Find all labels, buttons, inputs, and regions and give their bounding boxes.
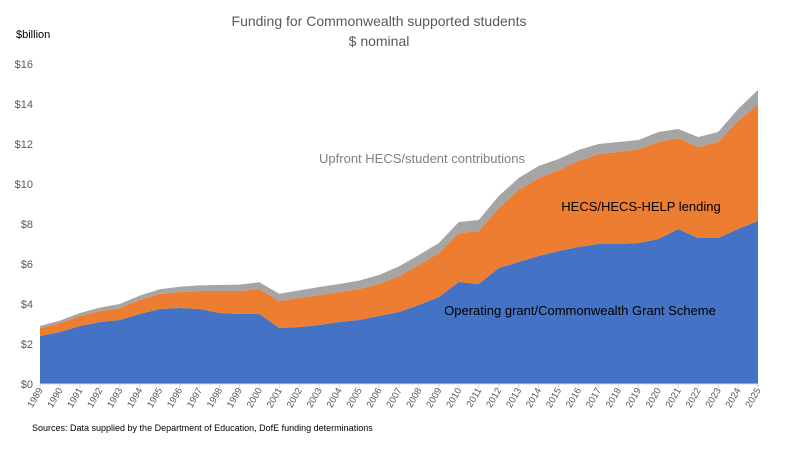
chart-title: Funding for Commonwealth supported stude… xyxy=(232,13,527,29)
x-tick-label: 2014 xyxy=(524,386,544,410)
y-tick-label: $12 xyxy=(15,139,33,151)
x-axis-ticks: 1989 1990 1991 1992 1993 1994 1995 1996 1997 1998… xyxy=(26,384,764,410)
x-tick-label: 1998 xyxy=(205,386,225,410)
x-tick-label: 2005 xyxy=(345,386,365,410)
chart-source-note: Sources: Data supplied by the Department… xyxy=(32,423,373,433)
x-tick-label: 2000 xyxy=(245,386,265,410)
x-tick-label: 2009 xyxy=(424,386,444,410)
series-label-contributions: Upfront HECS/student contributions xyxy=(319,151,525,166)
y-axis-ticks: $0 $2 $4 $6 $8 $10 $12 $14 $16 xyxy=(15,59,33,391)
x-tick-label: 2021 xyxy=(664,386,684,410)
x-tick-label: 2023 xyxy=(704,386,724,410)
y-tick-label: $14 xyxy=(15,99,33,111)
area-series-1 xyxy=(40,104,758,336)
x-tick-label: 1992 xyxy=(85,386,105,410)
x-tick-label: 2008 xyxy=(404,386,424,410)
x-tick-label: 1997 xyxy=(185,386,205,410)
x-tick-label: 1991 xyxy=(65,386,85,410)
x-tick-label: 2017 xyxy=(584,386,604,410)
plot-areas xyxy=(40,90,758,384)
x-tick-label: 2018 xyxy=(604,386,624,410)
x-tick-label: 2011 xyxy=(465,386,485,409)
x-tick-label: 2015 xyxy=(544,386,564,410)
x-tick-label: 2006 xyxy=(365,386,385,410)
y-tick-label: $10 xyxy=(15,179,33,191)
x-tick-label: 1993 xyxy=(105,386,125,410)
x-tick-label: 2024 xyxy=(724,386,744,410)
y-tick-label: $8 xyxy=(21,219,33,231)
y-tick-label: $2 xyxy=(21,339,33,351)
series-label-hecs-lending: HECS/HECS-HELP lending xyxy=(561,199,720,214)
x-tick-label: 1996 xyxy=(165,386,185,410)
x-tick-label: 2004 xyxy=(325,386,345,410)
x-tick-label: 2019 xyxy=(624,386,644,410)
y-tick-label: $6 xyxy=(21,259,33,271)
area-series-0 xyxy=(40,221,758,384)
x-tick-label: 2025 xyxy=(744,386,764,410)
x-tick-label: 2016 xyxy=(564,386,584,410)
x-tick-label: 2007 xyxy=(385,386,405,410)
x-tick-label: 2013 xyxy=(504,386,524,410)
x-tick-label: 2001 xyxy=(265,386,285,410)
y-tick-label: $4 xyxy=(21,299,33,311)
x-tick-label: 2020 xyxy=(644,386,664,410)
y-axis-label: $billion xyxy=(16,29,50,41)
x-tick-label: 1994 xyxy=(125,386,145,410)
x-tick-label: 1990 xyxy=(45,386,65,410)
x-tick-label: 2003 xyxy=(305,386,325,410)
y-tick-label: $0 xyxy=(21,379,33,391)
y-tick-label: $16 xyxy=(15,59,33,71)
x-tick-label: 2012 xyxy=(484,386,504,410)
x-tick-label: 2022 xyxy=(684,386,704,410)
x-tick-label: 1995 xyxy=(145,386,165,410)
chart-subtitle: $ nominal xyxy=(349,33,410,49)
x-tick-label: 1999 xyxy=(225,386,245,410)
x-tick-label: 2010 xyxy=(444,386,464,410)
x-tick-label: 2002 xyxy=(285,386,305,410)
series-label-operating-grant: Operating grant/Commonwealth Grant Schem… xyxy=(444,303,716,318)
